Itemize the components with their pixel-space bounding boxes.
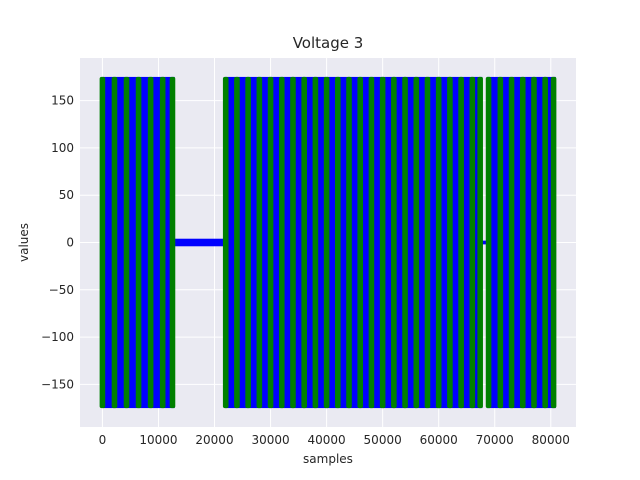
y-tick-label: 100 (51, 141, 74, 155)
y-axis-label: values (17, 223, 31, 262)
peak-marker-bar (323, 76, 330, 409)
y-tick-label: −50 (49, 283, 74, 297)
y-axis-ticks: −150 −100 −50 0 50 100 150 (41, 94, 74, 392)
peak-marker-bar (312, 76, 319, 409)
peak-marker-bar (290, 76, 296, 409)
peak-marker-bar (278, 76, 285, 409)
peak-marker-bar (402, 76, 408, 409)
peak-marker-bar (447, 76, 453, 409)
peak-marker-bar (245, 76, 251, 409)
peak-marker-bar (413, 76, 420, 409)
peak-marker-bar (357, 76, 364, 409)
peak-marker-bar (550, 76, 557, 409)
x-tick-label: 70000 (476, 433, 514, 447)
peak-marker-bar (435, 76, 442, 409)
signal-band (225, 76, 483, 409)
peak-marker-bar (135, 76, 142, 409)
series-marks (99, 76, 557, 409)
peak-marker-bar (159, 76, 166, 409)
flat-signal (482, 240, 487, 245)
peak-marker-bar (99, 76, 106, 409)
peak-marker-bar (222, 76, 229, 409)
x-tick-label: 80000 (532, 433, 570, 447)
peak-marker-bar (301, 76, 307, 409)
y-tick-label: −150 (41, 377, 74, 391)
peak-marker-bar (335, 76, 341, 409)
peak-marker-bar (458, 76, 464, 409)
peak-marker-bar (147, 76, 154, 409)
peak-marker-bar (424, 76, 431, 409)
x-tick-label: 40000 (308, 433, 346, 447)
peak-marker-bar (267, 76, 274, 409)
x-tick-label: 10000 (139, 433, 177, 447)
peak-marker-bar (508, 76, 515, 409)
peak-marker-bar (111, 76, 118, 409)
peak-marker-bar (469, 76, 476, 409)
x-tick-label: 0 (99, 433, 107, 447)
y-tick-label: 50 (59, 188, 74, 202)
peak-marker-bar (234, 76, 240, 409)
peak-marker-bar (391, 76, 397, 409)
x-axis-label: samples (303, 452, 353, 466)
peak-marker-bar (169, 76, 176, 409)
peak-marker-bar (519, 76, 526, 409)
x-axis-ticks: 0 10000 20000 30000 40000 50000 60000 70000 8000… (99, 433, 570, 447)
peak-marker-bar (531, 76, 537, 409)
peak-marker-bar (485, 76, 492, 409)
y-tick-label: 150 (51, 94, 74, 108)
peak-marker-bar (346, 76, 352, 409)
y-tick-label: 0 (66, 236, 74, 250)
flat-signal (174, 238, 226, 247)
peak-marker-bar (477, 76, 483, 409)
x-tick-label: 20000 (195, 433, 233, 447)
peak-marker-bar (123, 76, 130, 409)
x-tick-label: 50000 (364, 433, 402, 447)
chart-title: Voltage 3 (293, 34, 364, 52)
x-tick-label: 60000 (420, 433, 458, 447)
x-tick-label: 30000 (251, 433, 289, 447)
peak-marker-bar (256, 76, 263, 409)
peak-marker-bar (368, 76, 375, 409)
peak-marker-bar (497, 76, 504, 409)
y-tick-label: −100 (41, 330, 74, 344)
peak-marker-bar (379, 76, 386, 409)
peak-marker-bar (542, 76, 548, 409)
